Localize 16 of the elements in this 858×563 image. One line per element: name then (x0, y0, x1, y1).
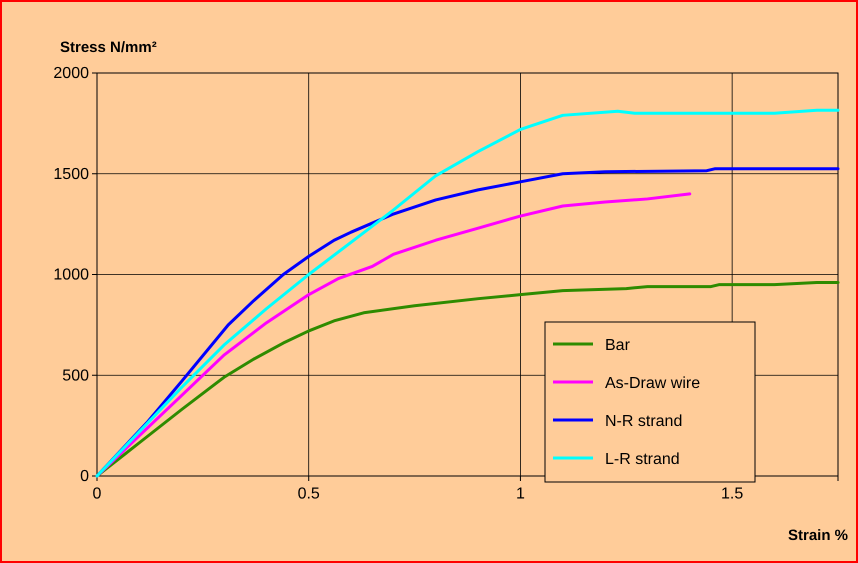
y-tick-label: 1500 (53, 166, 90, 183)
y-tick-label: 500 (62, 367, 90, 384)
legend-label: As-Draw wire (605, 375, 700, 392)
legend-label: Bar (605, 337, 631, 354)
x-tick-label: 1 (516, 485, 525, 502)
y-axis-title: Stress N/mm² (60, 39, 157, 56)
x-tick-label: 1.5 (721, 485, 744, 502)
y-tick-label: 0 (80, 468, 90, 486)
x-tick-label: 0.5 (298, 485, 320, 502)
line-series (96, 108, 840, 478)
legend-label: N-R strand (605, 413, 682, 430)
x-tick-label: 0 (92, 485, 102, 502)
y-tick-label: 2000 (53, 65, 90, 82)
x-axis-title: Strain % (788, 527, 848, 544)
y-tick-label: 1000 (53, 266, 90, 284)
legend-label: L-R strand (605, 451, 680, 468)
